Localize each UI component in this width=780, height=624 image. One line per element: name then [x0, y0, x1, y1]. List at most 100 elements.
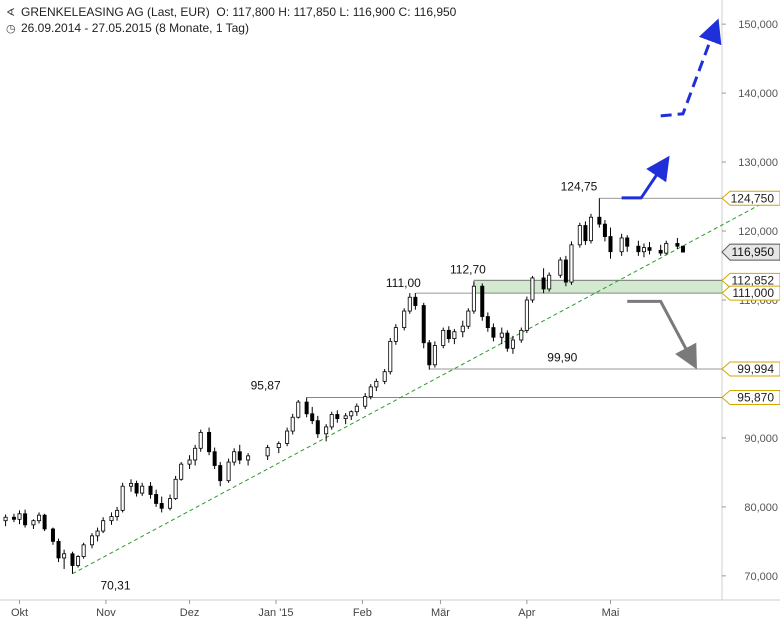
- candle-body: [324, 426, 329, 435]
- candle-body: [81, 544, 86, 557]
- level-tag: [721, 361, 780, 377]
- y-tick-label: 120,000: [738, 226, 778, 238]
- candle-body: [193, 447, 198, 461]
- candle-body: [602, 223, 607, 237]
- candle-body: [505, 332, 510, 349]
- y-axis-labels: 70,00080,00090,000110,000120,000130,0001…: [721, 19, 780, 583]
- level-tag-label: 111,000: [732, 286, 774, 300]
- candle-body: [452, 331, 457, 340]
- candle-body: [70, 553, 75, 566]
- candle-body: [530, 277, 535, 301]
- level-tag: [721, 272, 780, 288]
- candle-body: [664, 243, 669, 254]
- candle-body: [524, 299, 529, 331]
- candle-body: [480, 285, 485, 317]
- candle-body: [680, 245, 685, 253]
- candle-body: [583, 225, 588, 242]
- candle-body: [159, 503, 164, 509]
- level-lines: [306, 197, 722, 398]
- candle-body: [134, 483, 139, 494]
- candle-body: [354, 405, 359, 413]
- candle-body: [129, 483, 134, 487]
- candle-body: [407, 296, 412, 312]
- annotation-label: 95,87: [251, 378, 281, 392]
- candle-body: [636, 245, 641, 253]
- candle-body: [510, 339, 515, 349]
- annotations: 70,31 95,87 111,00 112,70 99,90 124,75: [100, 179, 597, 592]
- candle-body: [179, 463, 184, 480]
- candle-body: [11, 516, 16, 520]
- x-tick-label: Jan '15: [258, 607, 293, 619]
- candle-body: [460, 325, 465, 333]
- candle-body: [647, 247, 652, 251]
- candle-body: [265, 447, 270, 457]
- bear-arrow: [627, 299, 697, 370]
- y-tick-label: 150,000: [738, 19, 778, 31]
- candle-body: [296, 401, 301, 418]
- x-tick-label: Mai: [602, 607, 620, 619]
- x-tick-label: Nov: [96, 607, 116, 619]
- candle-body: [446, 329, 451, 340]
- candle-body: [285, 430, 290, 444]
- trendline-line: [72, 193, 780, 575]
- candle-body: [140, 485, 145, 494]
- candle-body: [491, 327, 496, 338]
- clock-icon: ◷: [6, 23, 16, 35]
- candle-body: [154, 494, 159, 504]
- bull-dashed-arrow: [660, 18, 722, 118]
- level-tag-label: 124,750: [731, 191, 775, 205]
- candle-body: [315, 420, 320, 435]
- candle-body: [608, 236, 613, 253]
- candle-body: [276, 443, 281, 448]
- level-tag: [721, 190, 780, 206]
- scenario-arrows: [621, 18, 722, 370]
- candle-body: [413, 296, 418, 306]
- candle-body: [625, 237, 630, 247]
- candle-body: [173, 478, 178, 500]
- bull-arrow: [621, 155, 670, 200]
- candle-body: [641, 247, 646, 253]
- candle-body: [558, 259, 563, 276]
- candle-body: [541, 277, 546, 290]
- candle-body: [3, 516, 8, 522]
- level-tag-label: 99,994: [737, 362, 774, 376]
- candle-body: [547, 274, 552, 290]
- candle-body: [101, 520, 106, 532]
- candle-body: [335, 414, 340, 420]
- candle-body: [148, 485, 153, 495]
- candle-body: [382, 371, 387, 382]
- y-tick-label: 90,000: [744, 433, 778, 445]
- y-tick-label: 70,000: [744, 571, 778, 583]
- candle-body: [441, 329, 446, 346]
- level-tag-label: 112,852: [732, 273, 775, 287]
- candle-body: [519, 329, 524, 341]
- current-price-label: 116,950: [732, 245, 775, 259]
- annotation-label: 124,75: [561, 179, 598, 193]
- candle-body: [207, 432, 212, 453]
- x-tick-label: Feb: [353, 607, 372, 619]
- candle-body: [120, 485, 125, 511]
- date-range-row: ◷ 26.09.2014 - 27.05.2015 (8 Monate, 1 Ta…: [6, 21, 249, 35]
- candle-body: [577, 225, 582, 246]
- level-tag: [721, 389, 780, 405]
- candle-body: [675, 243, 680, 247]
- candle-body: [388, 340, 393, 373]
- chart-header: ∢ GRENKELEASING AG (Last, EUR) O: 117,800…: [6, 5, 456, 19]
- candle-body: [31, 520, 36, 526]
- level-tag-label: 95,870: [737, 390, 774, 404]
- candle-body: [329, 414, 334, 428]
- chart-title: GRENKELEASING AG (Last, EUR): [21, 5, 210, 19]
- candle-body: [393, 327, 398, 342]
- y-tick-label: 140,000: [738, 88, 778, 100]
- annotation-label: 112,70: [450, 262, 486, 276]
- candle-body: [421, 305, 426, 344]
- candle-body: [471, 285, 476, 312]
- candle-body: [466, 310, 471, 327]
- candle-body: [42, 514, 47, 530]
- y-tick-label: 80,000: [744, 502, 778, 514]
- candle-body: [89, 535, 94, 546]
- annotation-label: 111,00: [386, 276, 421, 290]
- candle-body: [95, 530, 100, 537]
